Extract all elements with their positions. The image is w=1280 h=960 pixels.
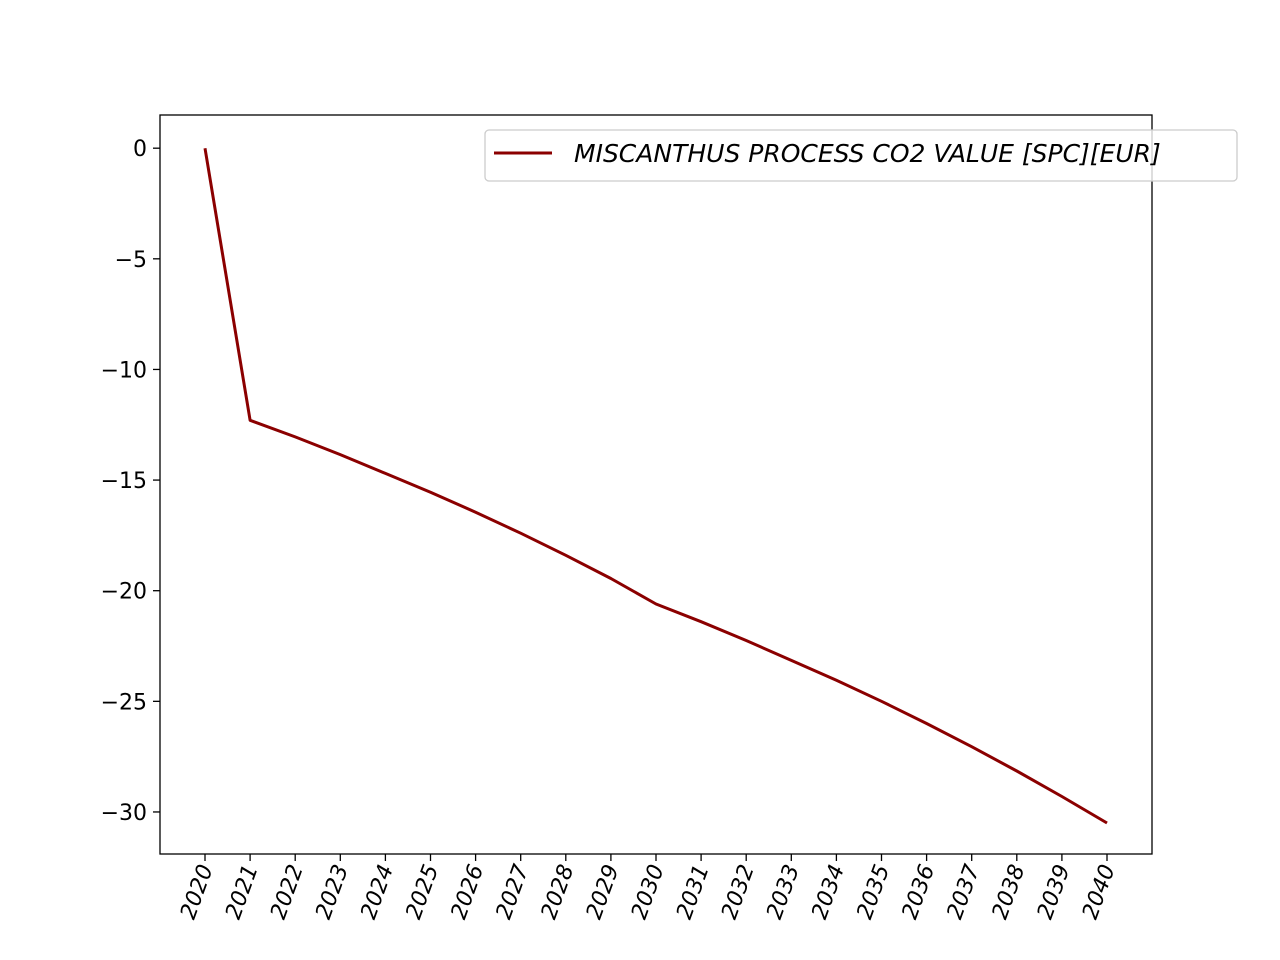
plot-frame xyxy=(159,114,1153,855)
legend: MISCANTHUS PROCESS CO2 VALUE [SPC][EUR] xyxy=(484,129,1238,182)
x-tick-label: 2025 xyxy=(401,862,444,923)
series-line xyxy=(203,147,1108,825)
plot-background xyxy=(160,115,1152,854)
y-tick-label: −15 xyxy=(101,469,147,494)
x-tick-label: 2039 xyxy=(1033,862,1076,923)
x-tick-label: 2037 xyxy=(943,862,986,923)
x-tick-label: 2023 xyxy=(311,862,354,923)
legend-label: MISCANTHUS PROCESS CO2 VALUE [SPC][EUR] xyxy=(574,139,1161,168)
x-tick-label: 2030 xyxy=(627,862,670,923)
x-tick-label: 2029 xyxy=(582,862,625,923)
x-tick-label: 2036 xyxy=(898,862,941,923)
x-tick-label: 2026 xyxy=(447,862,490,923)
y-tick-label: 0 xyxy=(133,137,147,162)
series-layer xyxy=(203,147,1108,825)
x-tick-label: 2031 xyxy=(672,862,715,923)
legend-box xyxy=(484,129,1238,182)
y-tick-label: −25 xyxy=(101,690,147,715)
y-tick-label: −5 xyxy=(115,248,147,273)
x-tick-label: 2032 xyxy=(717,862,760,923)
x-tick-label: 2024 xyxy=(356,862,399,923)
x-tick-label: 2027 xyxy=(492,862,535,923)
x-axis: 2020 2021 2022 2023 2024 2025 2026 2027 2028 2029… xyxy=(176,854,1121,923)
x-tick-label: 2040 xyxy=(1078,862,1121,923)
x-tick-label: 2022 xyxy=(266,862,309,923)
y-axis: 0 −5 −10 −15 −20 −25 −30 xyxy=(101,137,160,826)
y-tick-label: −30 xyxy=(101,801,147,826)
x-tick-label: 2035 xyxy=(852,862,895,923)
y-tick-label: −10 xyxy=(101,358,147,383)
x-tick-label: 2038 xyxy=(988,862,1031,923)
x-tick-label: 2028 xyxy=(537,862,580,923)
y-tick-label: −20 xyxy=(101,580,147,605)
x-tick-label: 2034 xyxy=(807,862,850,923)
x-tick-label: 2021 xyxy=(221,862,264,923)
x-tick-label: 2020 xyxy=(176,862,219,923)
x-tick-label: 2033 xyxy=(762,862,805,923)
